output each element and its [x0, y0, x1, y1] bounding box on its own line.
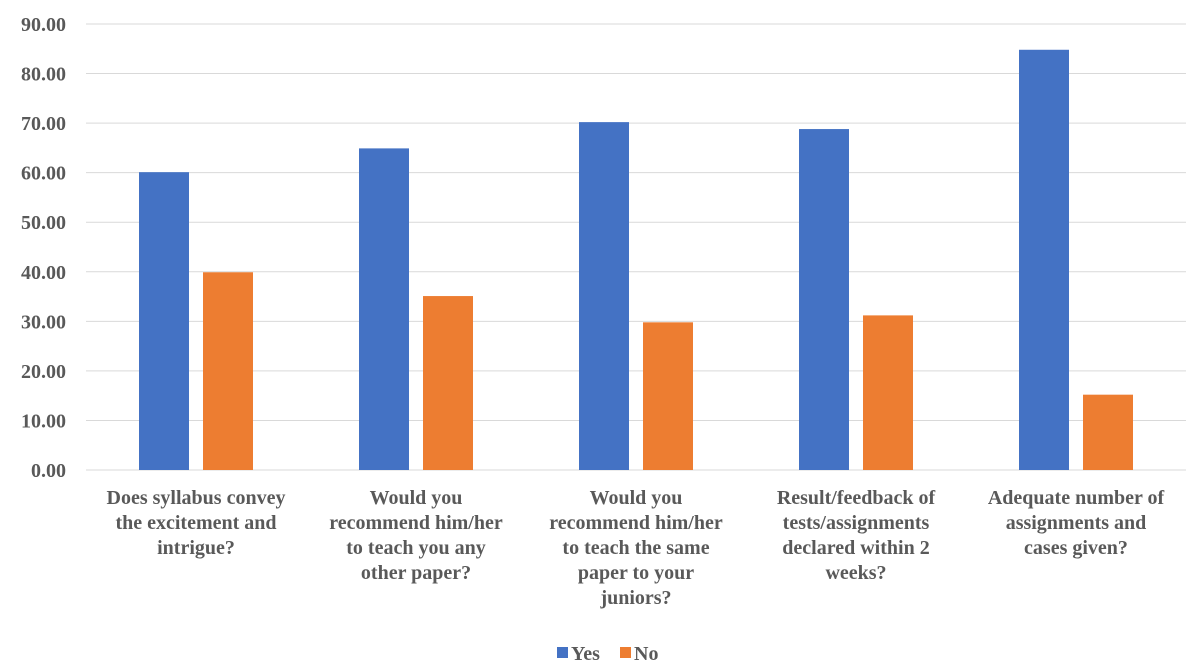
x-category-label-line: intrigue?	[157, 537, 235, 559]
x-category-label-line: tests/assignments	[783, 512, 930, 534]
x-category-label-line: the excitement and	[115, 512, 276, 534]
bar-yes-3	[579, 122, 629, 471]
y-tick-label: 70.00	[21, 113, 66, 135]
y-tick-label: 50.00	[21, 212, 66, 234]
bar-no-5	[1083, 394, 1133, 470]
x-category-label-line: Does syllabus convey	[107, 487, 286, 509]
bar-no-1	[203, 272, 253, 470]
bar-no-4	[863, 315, 913, 470]
x-category-label-line: weeks?	[825, 562, 886, 584]
bar-yes-5	[1019, 49, 1069, 470]
y-axis-tick-labels: 0.00 10.00 20.00 30.00 40.00 50.00 60.00 70.00 8…	[21, 14, 66, 482]
bar-yes-4	[799, 129, 849, 470]
bar-yes-2	[359, 148, 409, 470]
x-category-label-line: cases given?	[1024, 537, 1128, 559]
x-category-label-line: recommend him/her	[329, 512, 503, 534]
legend-swatch-no	[620, 647, 631, 658]
x-category-label-line: juniors?	[599, 587, 671, 609]
y-tick-label: 40.00	[21, 262, 66, 284]
y-tick-label: 60.00	[21, 163, 66, 185]
y-tick-label: 90.00	[21, 14, 66, 36]
bar-no-2	[423, 296, 473, 470]
legend-label-yes: Yes	[571, 643, 600, 665]
legend-swatch-yes	[557, 647, 568, 658]
y-tick-label: 30.00	[21, 311, 66, 333]
x-category-label-line: declared within 2	[782, 537, 929, 559]
x-category-label-line: other paper?	[361, 562, 471, 584]
y-tick-label: 0.00	[31, 460, 66, 482]
bar-no-3	[643, 322, 693, 470]
y-tick-label: 80.00	[21, 64, 66, 86]
y-tick-label: 10.00	[21, 410, 66, 432]
x-category-label-line: paper to your	[578, 562, 694, 584]
legend-label-no: No	[634, 643, 658, 665]
legend: Yes No	[557, 643, 658, 665]
x-category-label-line: Would you	[370, 487, 463, 509]
y-tick-label: 20.00	[21, 361, 66, 383]
bars	[139, 49, 1133, 471]
bar-yes-1	[139, 172, 189, 470]
gridlines	[86, 23, 1186, 471]
x-category-label-line: Adequate number of	[988, 487, 1165, 509]
x-category-label-line: Would you	[590, 487, 683, 509]
x-category-label-line: to teach you any	[346, 537, 485, 559]
x-category-label-line: to teach the same	[562, 537, 709, 559]
x-category-label-line: recommend him/her	[549, 512, 723, 534]
x-category-label-line: Result/feedback of	[777, 487, 936, 509]
x-axis-category-labels: Does syllabus convey the excitement and in…	[107, 487, 1165, 609]
x-category-label-line: assignments and	[1006, 512, 1147, 534]
